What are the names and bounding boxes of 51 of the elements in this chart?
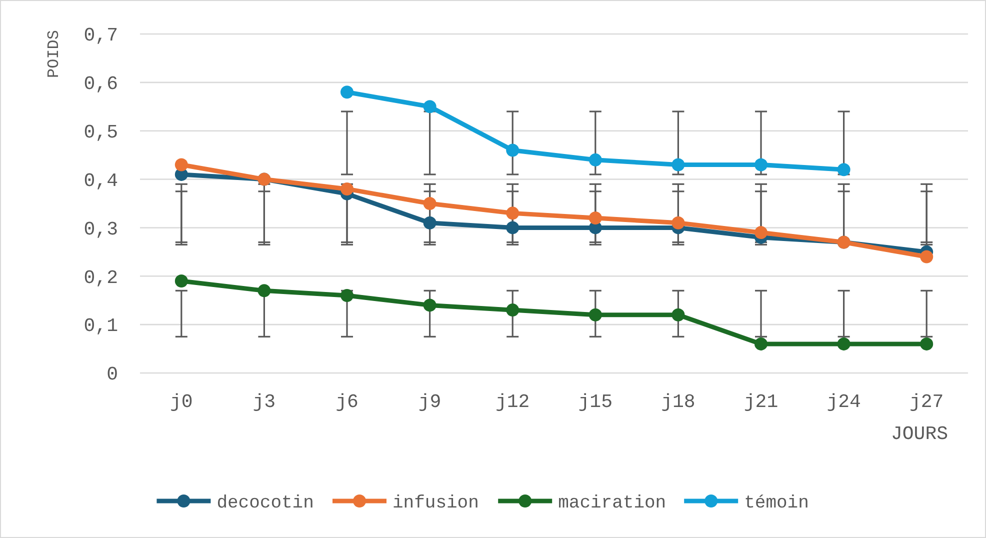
- y-tick-label: 0,1: [84, 315, 118, 338]
- point: [174, 274, 188, 288]
- y-tick-label: 0,7: [84, 24, 118, 47]
- y-tick-label: 0,4: [84, 170, 118, 192]
- x-tick-label: j9: [418, 391, 442, 413]
- point: [506, 221, 520, 234]
- point: [506, 206, 520, 220]
- point: [588, 308, 602, 322]
- x-tick-label: j0: [170, 391, 193, 413]
- y-tick-label: 0,6: [84, 73, 118, 96]
- legend-label: témoin: [744, 493, 809, 514]
- y-tick-label: 0: [106, 364, 118, 386]
- point: [920, 250, 934, 264]
- point: [423, 197, 436, 210]
- y-tick-label: 0,3: [84, 218, 118, 240]
- y-tick-label: 0,5: [84, 122, 118, 144]
- point: [423, 298, 436, 312]
- point: [340, 289, 354, 302]
- x-tick-label: j12: [495, 391, 530, 413]
- x-tick-label: j27: [909, 391, 944, 413]
- point: [340, 182, 354, 196]
- point: [340, 86, 354, 99]
- x-tick-label: j18: [661, 391, 696, 413]
- y-tick-label: 0,2: [84, 266, 118, 289]
- legend-label: infusion: [392, 493, 479, 514]
- x-tick-label: j3: [252, 391, 276, 413]
- x-tick-label: j6: [336, 391, 358, 413]
- point: [506, 304, 520, 317]
- point: [423, 216, 436, 230]
- x-axis-title: JOURS: [890, 423, 948, 445]
- point: [672, 216, 685, 230]
- legend-label: decocotin: [216, 493, 314, 514]
- point: [258, 284, 271, 298]
- point: [754, 226, 768, 240]
- y-axis-title: POIDS: [45, 30, 63, 78]
- point: [506, 144, 520, 157]
- point: [423, 100, 436, 114]
- point: [754, 158, 768, 172]
- point: [920, 337, 934, 350]
- point: [754, 337, 768, 350]
- point: [837, 163, 850, 176]
- point: [837, 337, 850, 350]
- point: [588, 212, 602, 225]
- legend-label: maciration: [558, 493, 666, 514]
- point: [672, 308, 685, 322]
- x-tick-label: j21: [744, 391, 778, 413]
- point: [588, 153, 602, 166]
- point: [672, 158, 685, 172]
- point: [174, 158, 188, 172]
- x-tick-label: j24: [826, 391, 861, 413]
- x-tick-label: j15: [578, 391, 613, 413]
